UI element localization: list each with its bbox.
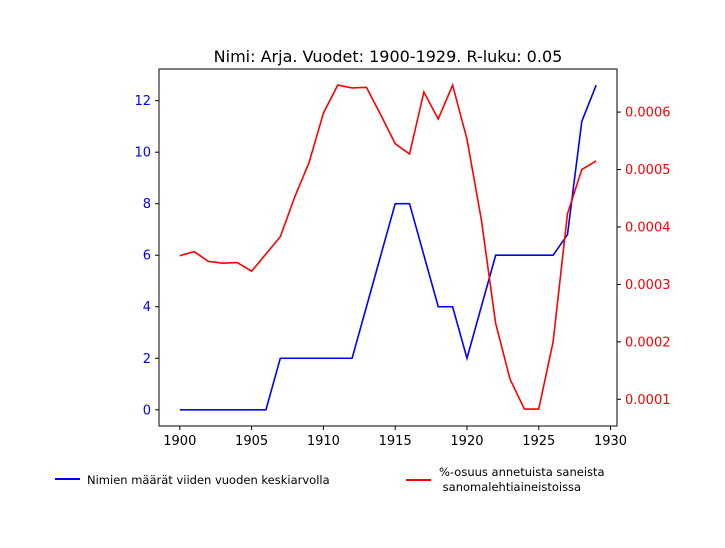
legend-label-left: Nimien määrät viiden vuoden keskiarvolla [87, 473, 330, 487]
plot-frame [158, 68, 618, 427]
y-right-tick-label: 0.0004 [625, 220, 671, 235]
y-right-tick-label: 0.0001 [625, 393, 671, 408]
legend-swatch-left [55, 478, 80, 480]
y-axis-left: 0 2 4 6 8 10 12 [134, 94, 159, 418]
legend-swatch-right [406, 479, 431, 481]
x-tick-label: 1920 [450, 434, 483, 449]
y-right-tick-label: 0.0005 [625, 163, 671, 178]
y-right-tick-label: 0.0006 [625, 106, 671, 121]
x-tick-label: 1925 [522, 434, 555, 449]
y-left-tick-label: 8 [143, 197, 151, 212]
x-tick-label: 1910 [307, 434, 340, 449]
y-left-tick-label: 12 [134, 94, 151, 109]
x-tick-label: 1905 [235, 434, 268, 449]
x-tick-label: 1900 [163, 434, 196, 449]
x-axis: 1900 1905 1910 1915 1920 1925 1930 [163, 426, 627, 449]
series-right-line [179, 82, 597, 410]
y-left-tick-label: 0 [143, 403, 151, 418]
y-axis-right: 0.0001 0.0002 0.0003 0.0004 0.0005 0.0006 [617, 106, 671, 408]
y-left-tick-label: 6 [143, 249, 151, 264]
series-line-right [179, 82, 597, 410]
y-right-tick-label: 0.0002 [625, 335, 671, 350]
chart-title: Nimi: Arja. Vuodet: 1900-1929. R-luku: 0… [214, 47, 563, 66]
y-left-tick-label: 4 [143, 300, 151, 315]
series-left-line [179, 84, 597, 411]
y-left-tick-label: 2 [143, 352, 151, 367]
series-line-left [179, 84, 597, 411]
x-tick-label: 1915 [379, 434, 412, 449]
y-right-tick-label: 0.0003 [625, 278, 671, 293]
legend-label-right: %-osuus annetuista saneista sanomalehtia… [439, 465, 605, 494]
x-tick-label: 1930 [594, 434, 627, 449]
plot-area [158, 68, 618, 427]
y-left-tick-label: 10 [134, 146, 151, 161]
